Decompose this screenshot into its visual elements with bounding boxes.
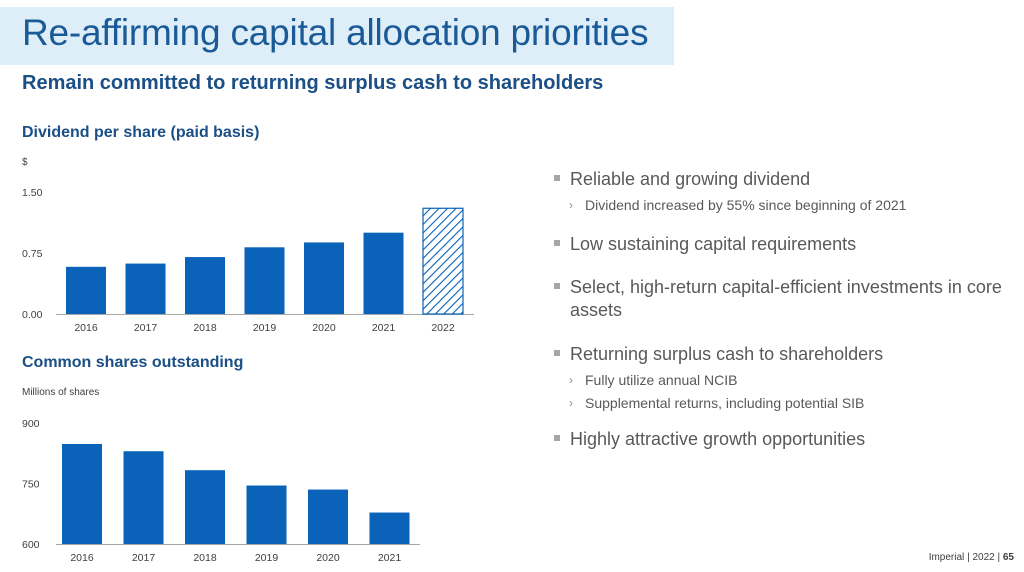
bullet-text: Highly attractive growth opportunities (570, 429, 866, 449)
bullet-returning-cash: Returning surplus cash to shareholders (554, 343, 1004, 366)
footer-separator: | (967, 552, 970, 563)
bar-2016 (62, 443, 102, 544)
bullet-investments: Select, high-return capital-efficient in… (554, 276, 1004, 322)
bar-2019 (246, 485, 287, 544)
bar-2018 (185, 257, 225, 314)
chevron-right-icon: › (569, 198, 573, 212)
footer: Imperial | 2022 | 65 (929, 552, 1014, 563)
x-tick-label: 2016 (74, 322, 98, 334)
bullet-sustaining-capital: Low sustaining capital requirements (554, 233, 1004, 256)
footer-brand: Imperial (928, 552, 965, 563)
y-tick-label: 0.75 (22, 248, 43, 260)
x-tick-label: 2022 (431, 322, 455, 334)
x-tick-label: 2021 (372, 322, 396, 334)
title-band (0, 7, 674, 65)
sub-bullet-text: Supplemental returns, including potentia… (585, 395, 865, 411)
sub-bullet: › Supplemental returns, including potent… (554, 394, 1004, 412)
bar-2021 (369, 512, 410, 544)
y-tick-label: 1.50 (22, 187, 43, 199)
x-tick-label: 2017 (132, 552, 156, 564)
bar-2016 (66, 266, 106, 314)
bullet-square-icon (554, 283, 560, 289)
dividend-chart-title: Dividend per share (paid basis) (22, 124, 260, 141)
sub-bullet-text: Dividend increased by 55% since beginnin… (585, 197, 907, 213)
bullet-square-icon (554, 350, 560, 356)
x-tick-label: 2018 (193, 322, 217, 334)
y-tick-label: 750 (22, 479, 40, 491)
x-tick-label: 2021 (378, 552, 402, 564)
shares-chart: 600 750 900 2016 2017 2018 2019 2020 2021 (22, 418, 420, 564)
shares-chart-title: Common shares outstanding (22, 354, 244, 371)
bullet-text: Select, high-return capital-efficient in… (570, 277, 1002, 320)
dividend-chart-unit: $ (22, 157, 28, 168)
x-tick-label: 2020 (312, 322, 336, 334)
x-tick-label: 2020 (316, 552, 340, 564)
bar-2021 (363, 232, 404, 314)
footer-separator: | (997, 552, 1001, 563)
bullet-text: Returning surplus cash to shareholders (570, 344, 884, 364)
footer-year: 2022 (972, 552, 995, 563)
bullet-text: Low sustaining capital requirements (570, 234, 857, 254)
sub-bullet-text: Fully utilize annual NCIB (585, 372, 738, 388)
bar-2019 (244, 247, 285, 314)
x-tick-label: 2018 (193, 552, 217, 564)
bar-2020 (304, 242, 344, 314)
bullet-growth: Highly attractive growth opportunities (554, 428, 1004, 451)
bar-2018 (185, 470, 225, 544)
dividend-chart: 0.00 0.75 1.50 2016 2017 2018 2019 2020 2021 2022 (22, 187, 474, 334)
priorities-list: Reliable and growing dividend › Dividend… (554, 168, 1004, 451)
y-tick-label: 900 (22, 418, 40, 430)
y-tick-label: 0.00 (22, 309, 43, 321)
page-number: 65 (1002, 552, 1014, 563)
page-title: Re-affirming capital allocation prioriti… (22, 12, 649, 53)
x-tick-label: 2017 (134, 322, 158, 334)
y-tick-label: 600 (22, 539, 40, 551)
bar-2017 (125, 263, 166, 314)
bullet-square-icon (554, 175, 560, 181)
shares-chart-unit: Millions of shares (22, 387, 100, 398)
bullet-dividend: Reliable and growing dividend (554, 168, 1004, 191)
bullet-text: Reliable and growing dividend (570, 169, 811, 189)
chevron-right-icon: › (569, 396, 573, 410)
sub-bullet: › Fully utilize annual NCIB (554, 371, 1004, 389)
sub-bullet: › Dividend increased by 55% since beginn… (554, 196, 1004, 214)
bullet-square-icon (554, 435, 560, 441)
bar-2017 (123, 451, 164, 544)
page-subtitle: Remain committed to returning surplus ca… (22, 72, 604, 94)
bar-2020 (308, 489, 348, 544)
bar-2022 (422, 207, 464, 315)
x-tick-label: 2019 (255, 552, 279, 564)
chevron-right-icon: › (569, 373, 573, 387)
x-tick-label: 2016 (70, 552, 94, 564)
bullet-square-icon (554, 240, 560, 246)
x-tick-label: 2019 (253, 322, 277, 334)
